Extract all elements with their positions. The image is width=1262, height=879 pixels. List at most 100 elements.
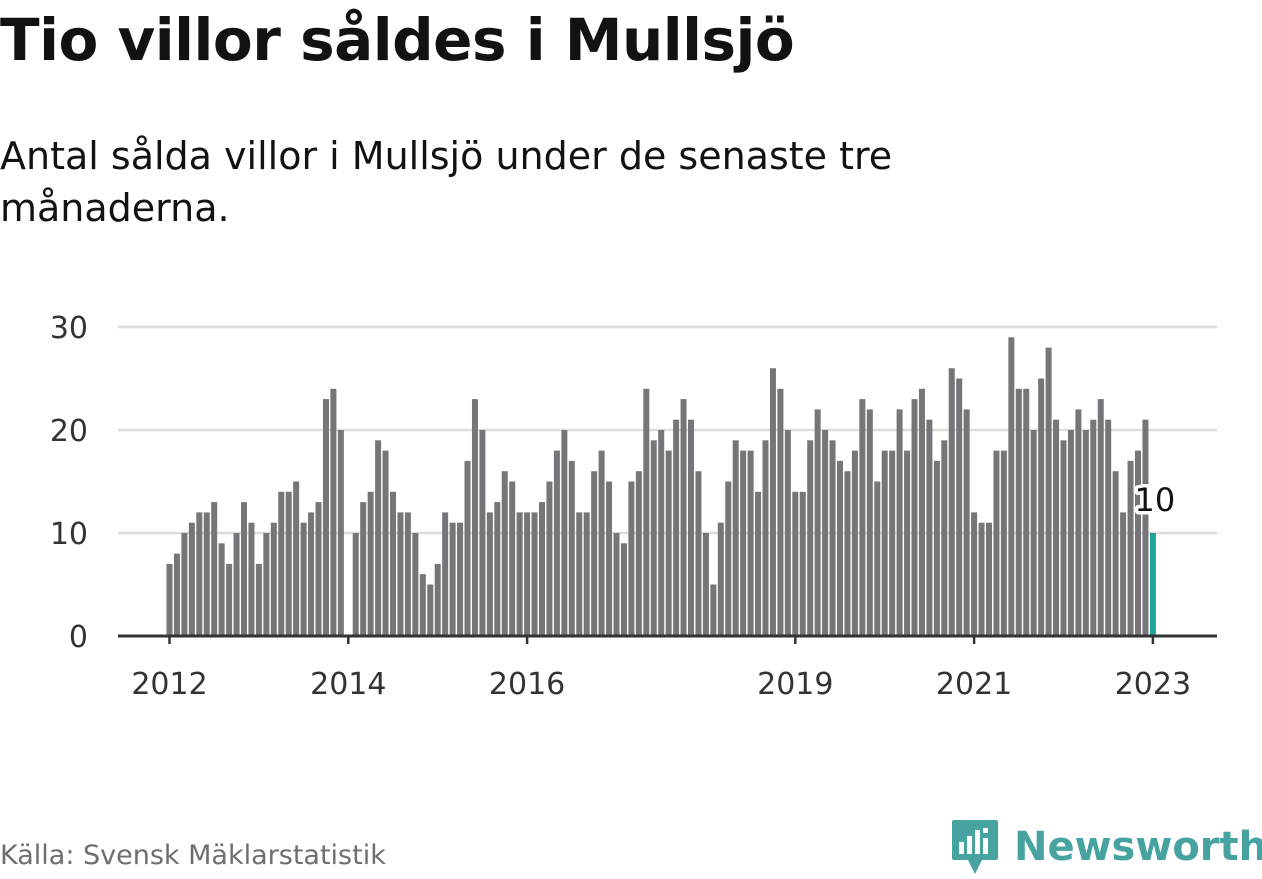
bar <box>986 522 992 636</box>
y-tick-label: 20 <box>50 414 88 449</box>
bar <box>1053 419 1060 636</box>
bar <box>904 450 911 636</box>
bar <box>1023 388 1030 636</box>
bar <box>442 512 449 636</box>
bar <box>911 399 918 636</box>
bar <box>226 563 233 636</box>
bar <box>330 388 337 636</box>
bar <box>1030 430 1037 636</box>
bar <box>322 399 329 636</box>
bar <box>479 430 486 636</box>
bar <box>293 481 300 636</box>
bar <box>837 460 843 636</box>
bar <box>926 419 933 636</box>
bar <box>553 450 560 636</box>
bar <box>1127 460 1134 636</box>
bar <box>315 502 322 636</box>
bar <box>725 481 732 636</box>
bar <box>360 502 367 636</box>
bar <box>397 512 404 636</box>
bar <box>971 512 978 636</box>
bar <box>874 481 881 636</box>
bar <box>196 512 203 636</box>
bar <box>784 430 791 636</box>
y-tick-label: 0 <box>69 620 88 655</box>
highlight-value-label: 10 <box>1135 481 1176 519</box>
bar <box>844 471 851 636</box>
bar <box>203 512 210 636</box>
chart-title: Tio villor såldes i Mullsjö <box>0 6 795 74</box>
bar <box>539 502 545 636</box>
bar <box>233 533 240 636</box>
bar <box>278 491 285 636</box>
bar <box>650 440 657 636</box>
bar <box>777 388 784 636</box>
bar <box>769 368 776 636</box>
bar <box>352 533 359 636</box>
bar <box>494 502 501 636</box>
bar <box>1038 378 1045 636</box>
bar <box>680 399 687 636</box>
bar <box>896 409 903 636</box>
x-tick-label: 2021 <box>936 667 1012 702</box>
bar <box>1082 430 1089 636</box>
bar <box>688 419 694 636</box>
bar <box>270 522 277 636</box>
bar <box>285 491 292 636</box>
axis-layer: 0 10 20 30 2012 2014 2016 2019 2021 2023 <box>50 311 1217 702</box>
x-tick-label: 2016 <box>489 667 565 702</box>
bar <box>814 409 821 636</box>
label-layer: 10 <box>1131 478 1179 523</box>
bar <box>881 450 888 636</box>
bar <box>918 388 925 636</box>
bar <box>963 409 970 636</box>
bar <box>583 512 590 636</box>
bar <box>501 471 508 636</box>
bar <box>241 502 247 636</box>
bar <box>568 460 575 636</box>
bar <box>591 471 598 636</box>
bar <box>1120 512 1127 636</box>
bar <box>732 440 739 636</box>
bar <box>211 502 218 636</box>
bar <box>665 450 672 636</box>
bar <box>717 522 724 636</box>
bar <box>390 491 396 636</box>
bar <box>702 533 709 636</box>
bar-chart: 0 10 20 30 2012 2014 2016 2019 2021 2023 10 <box>50 311 1217 702</box>
bar <box>300 522 307 636</box>
x-tick-label: 2019 <box>757 667 833 702</box>
bar <box>956 378 963 636</box>
bar <box>598 450 605 636</box>
bar <box>710 584 717 636</box>
bar <box>643 388 650 636</box>
bar <box>1015 388 1022 636</box>
bar <box>404 512 411 636</box>
bar <box>628 481 635 636</box>
x-tick-label: 2014 <box>310 667 386 702</box>
bar <box>695 471 702 636</box>
bar <box>1000 450 1007 636</box>
bar <box>248 522 255 636</box>
bar <box>1105 419 1112 636</box>
bar <box>1060 440 1067 636</box>
brand[interactable]: Newsworthy <box>950 818 1262 876</box>
bar <box>173 553 180 636</box>
bar <box>263 533 270 636</box>
bar <box>486 512 493 636</box>
bar <box>851 450 858 636</box>
bar <box>1112 471 1119 636</box>
bar <box>1142 419 1149 636</box>
bar <box>829 440 836 636</box>
x-tick-label: 2012 <box>131 667 207 702</box>
bar <box>755 491 762 636</box>
bar <box>308 512 315 636</box>
bar <box>531 512 538 636</box>
bar <box>889 450 896 636</box>
bar <box>524 512 531 636</box>
bar <box>948 368 955 636</box>
bar <box>546 481 553 636</box>
y-tick-label: 10 <box>50 517 88 552</box>
bar <box>188 522 195 636</box>
bar <box>516 512 523 636</box>
